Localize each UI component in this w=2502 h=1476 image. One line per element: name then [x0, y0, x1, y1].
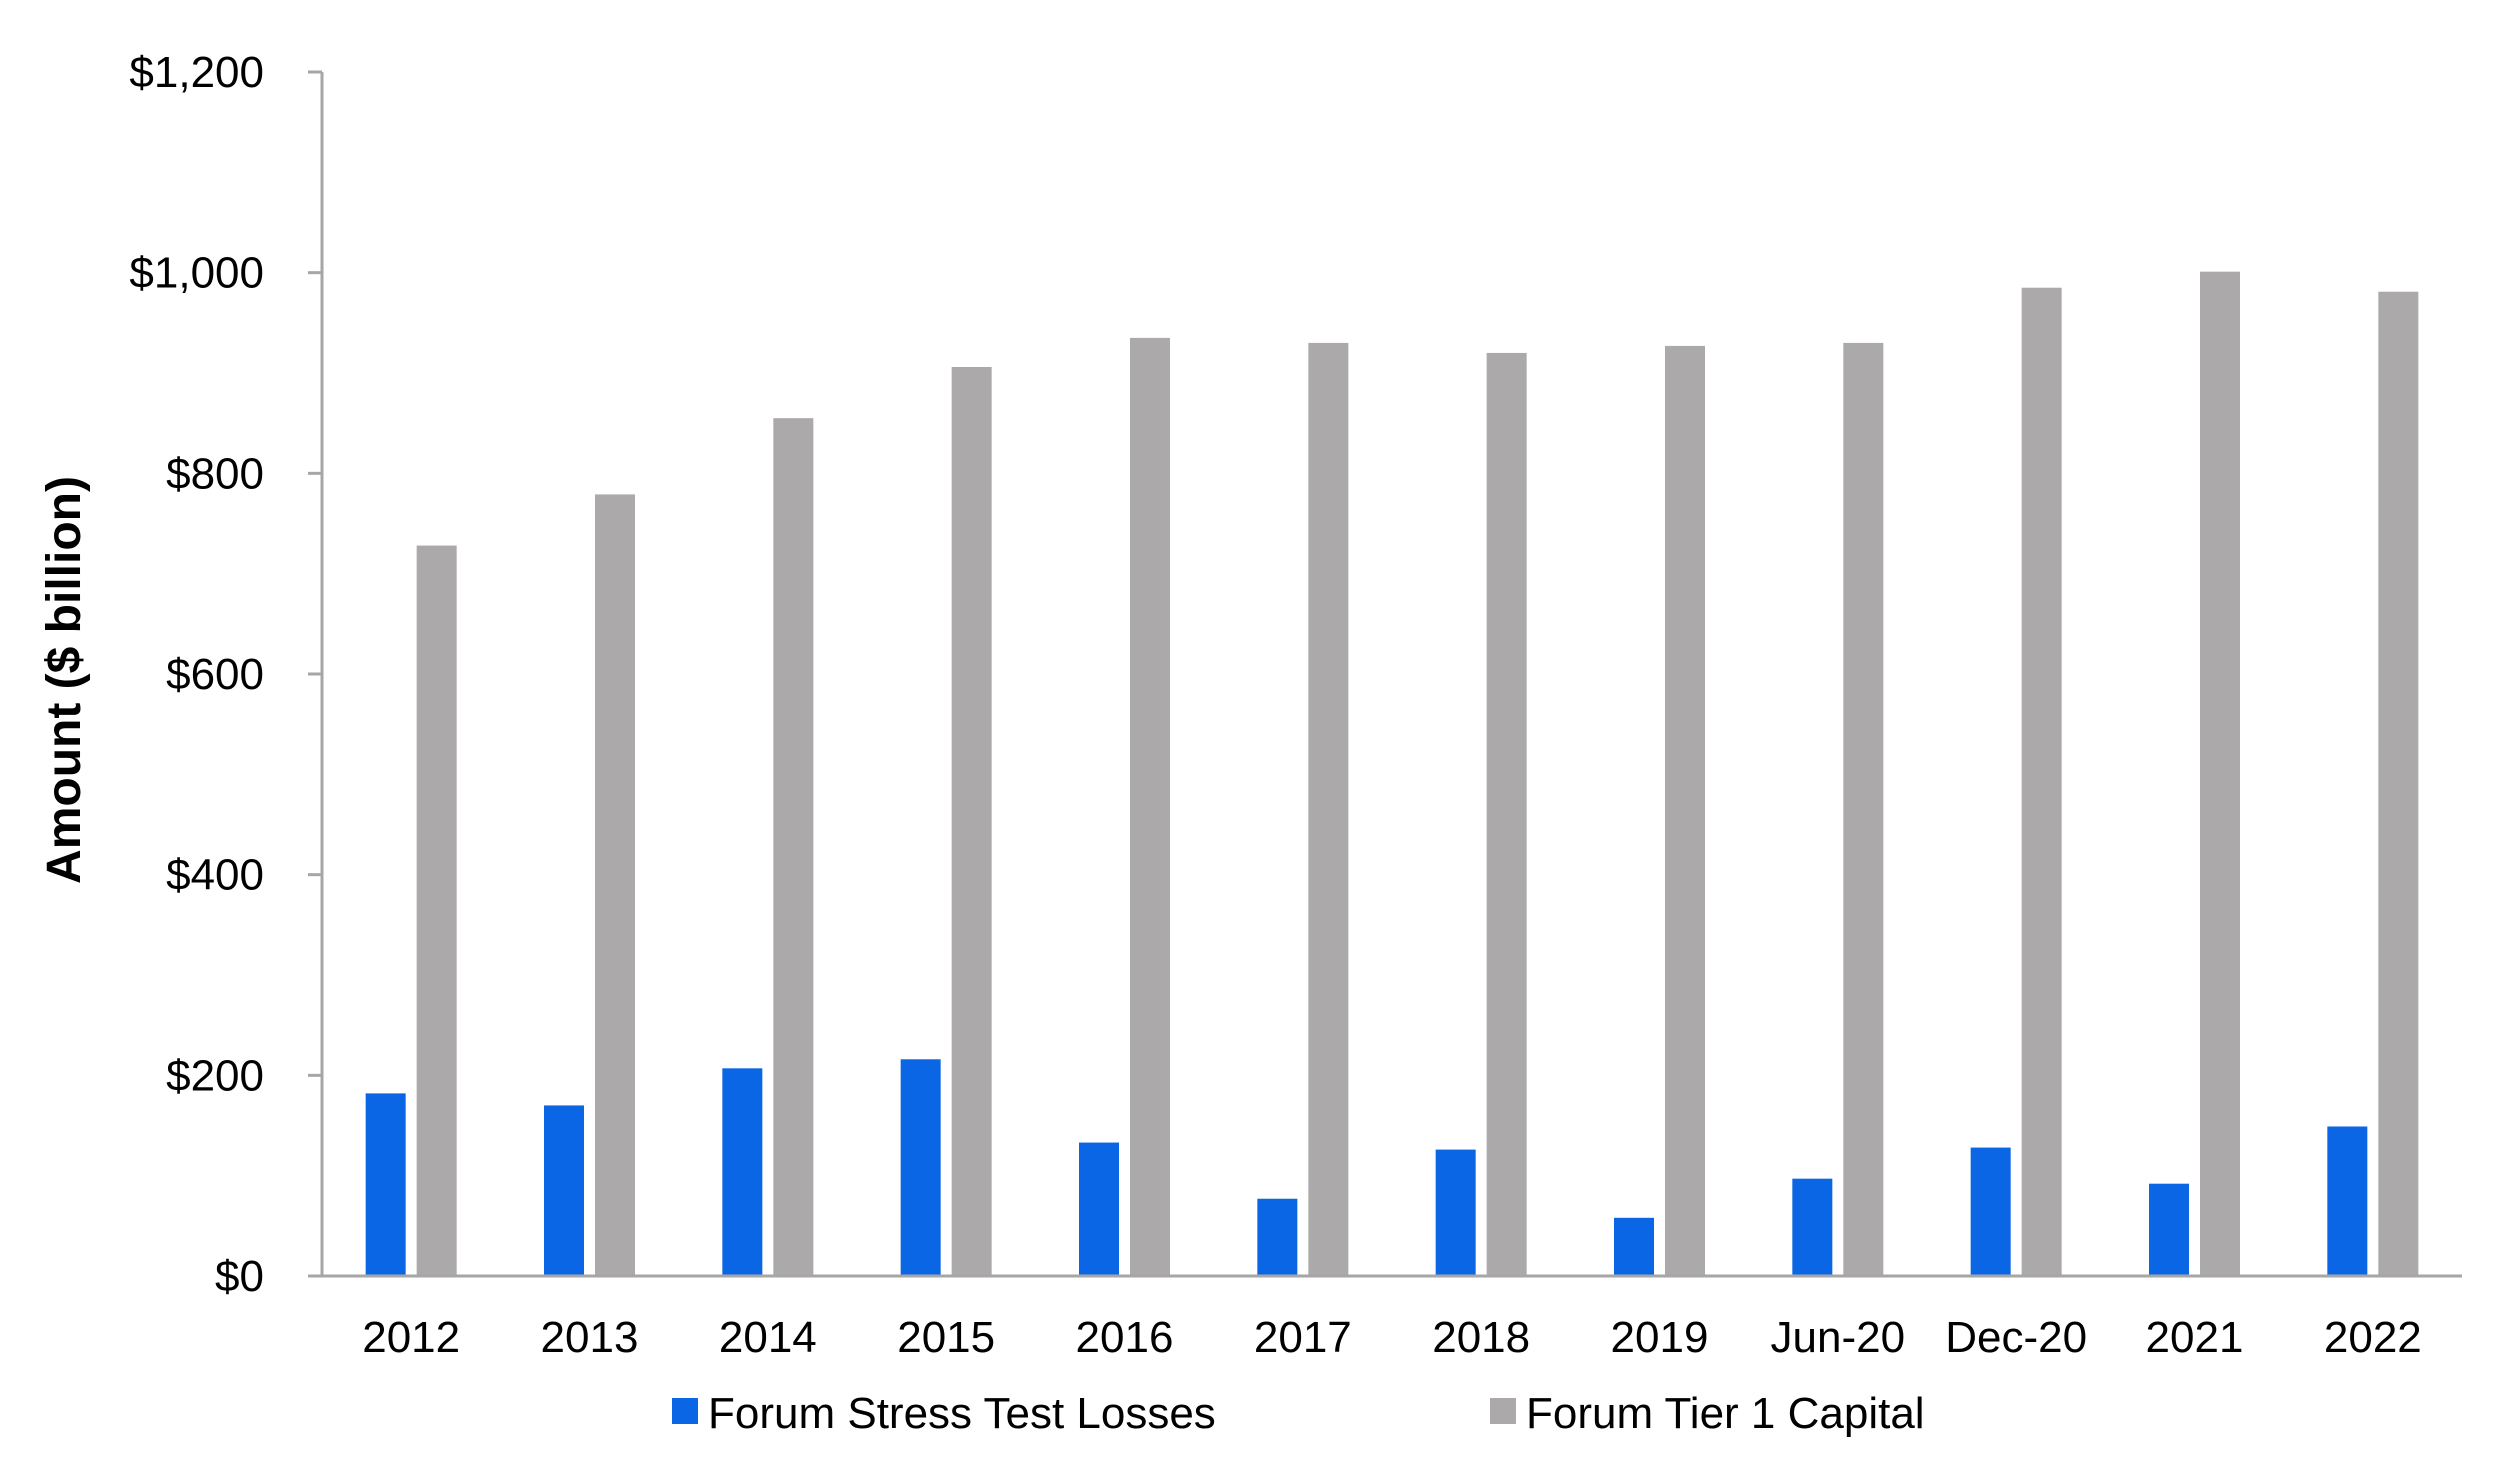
x-tick-label: 2012: [362, 1313, 460, 1362]
bar-stress-test-losses: [1079, 1142, 1119, 1276]
legend-label: Forum Tier 1 Capital: [1526, 1389, 1925, 1438]
x-tick-label: 2019: [1611, 1313, 1709, 1362]
bar-stress-test-losses: [900, 1059, 941, 1276]
legend: Forum Stress Test Losses Forum Tier 1 Cap…: [672, 1389, 1925, 1438]
bar-tier-1-capital: [2378, 291, 2419, 1277]
bar-tier-1-capital: [951, 366, 992, 1277]
bar-tier-1-capital: [1843, 342, 1884, 1276]
y-tick-label: $200: [166, 1051, 264, 1100]
x-tick-label: Jun-20: [1771, 1313, 1906, 1362]
x-tick-label: 2017: [1254, 1313, 1352, 1362]
y-tick-label: $400: [166, 851, 264, 900]
x-tick-label: Dec-20: [1945, 1313, 2087, 1362]
bar-stress-test-losses: [1435, 1149, 1476, 1276]
bar-stress-test-losses: [2149, 1183, 2189, 1276]
bar-stress-test-losses: [1614, 1217, 1654, 1276]
y-tick-label: $1,200: [129, 48, 264, 97]
y-axis-title: Amount ($ billion): [38, 476, 91, 884]
bar-tier-1-capital: [595, 494, 635, 1276]
bar-tier-1-capital: [1130, 337, 1170, 1277]
bar-tier-1-capital: [1665, 345, 1705, 1276]
bar-tier-1-capital: [1308, 342, 1349, 1276]
bar-stress-test-losses: [1970, 1147, 2011, 1276]
x-tick-label: 2021: [2146, 1313, 2244, 1362]
bar-tier-1-capital: [2021, 287, 2062, 1276]
x-axis: 2012 2013 2014 2015 2016 2017 2018 2019 Jun-20 De…: [322, 1274, 2462, 1362]
legend-swatch: [1490, 1398, 1516, 1424]
bar-tier-1-capital: [416, 545, 457, 1276]
x-tick-label: 2016: [1076, 1313, 1174, 1362]
x-tick-label: 2022: [2324, 1313, 2422, 1362]
bar-tier-1-capital: [773, 418, 814, 1276]
y-axis: $0 $200 $400 $600 $800 $1,000 $1,200: [129, 48, 324, 1301]
bar-stress-test-losses: [2327, 1126, 2368, 1276]
bar-stress-test-losses: [722, 1068, 763, 1276]
bar-stress-test-losses: [544, 1105, 584, 1276]
x-tick-label: 2015: [897, 1313, 995, 1362]
y-tick-label: $0: [215, 1252, 264, 1301]
bar-stress-test-losses: [1257, 1198, 1298, 1276]
bars: [365, 271, 2419, 1277]
x-tick-label: 2014: [719, 1313, 817, 1362]
y-tick-label: $800: [166, 449, 264, 498]
bar-stress-test-losses: [1792, 1178, 1833, 1276]
legend-label: Forum Stress Test Losses: [708, 1389, 1216, 1438]
legend-swatch: [672, 1398, 698, 1424]
bar-stress-test-losses: [365, 1093, 406, 1276]
y-tick-label: $1,000: [129, 249, 264, 298]
x-tick-label: 2013: [541, 1313, 639, 1362]
y-tick-label: $600: [166, 650, 264, 699]
bar-tier-1-capital: [1486, 352, 1527, 1276]
bar-tier-1-capital: [2200, 271, 2240, 1276]
x-tick-label: 2018: [1432, 1313, 1530, 1362]
